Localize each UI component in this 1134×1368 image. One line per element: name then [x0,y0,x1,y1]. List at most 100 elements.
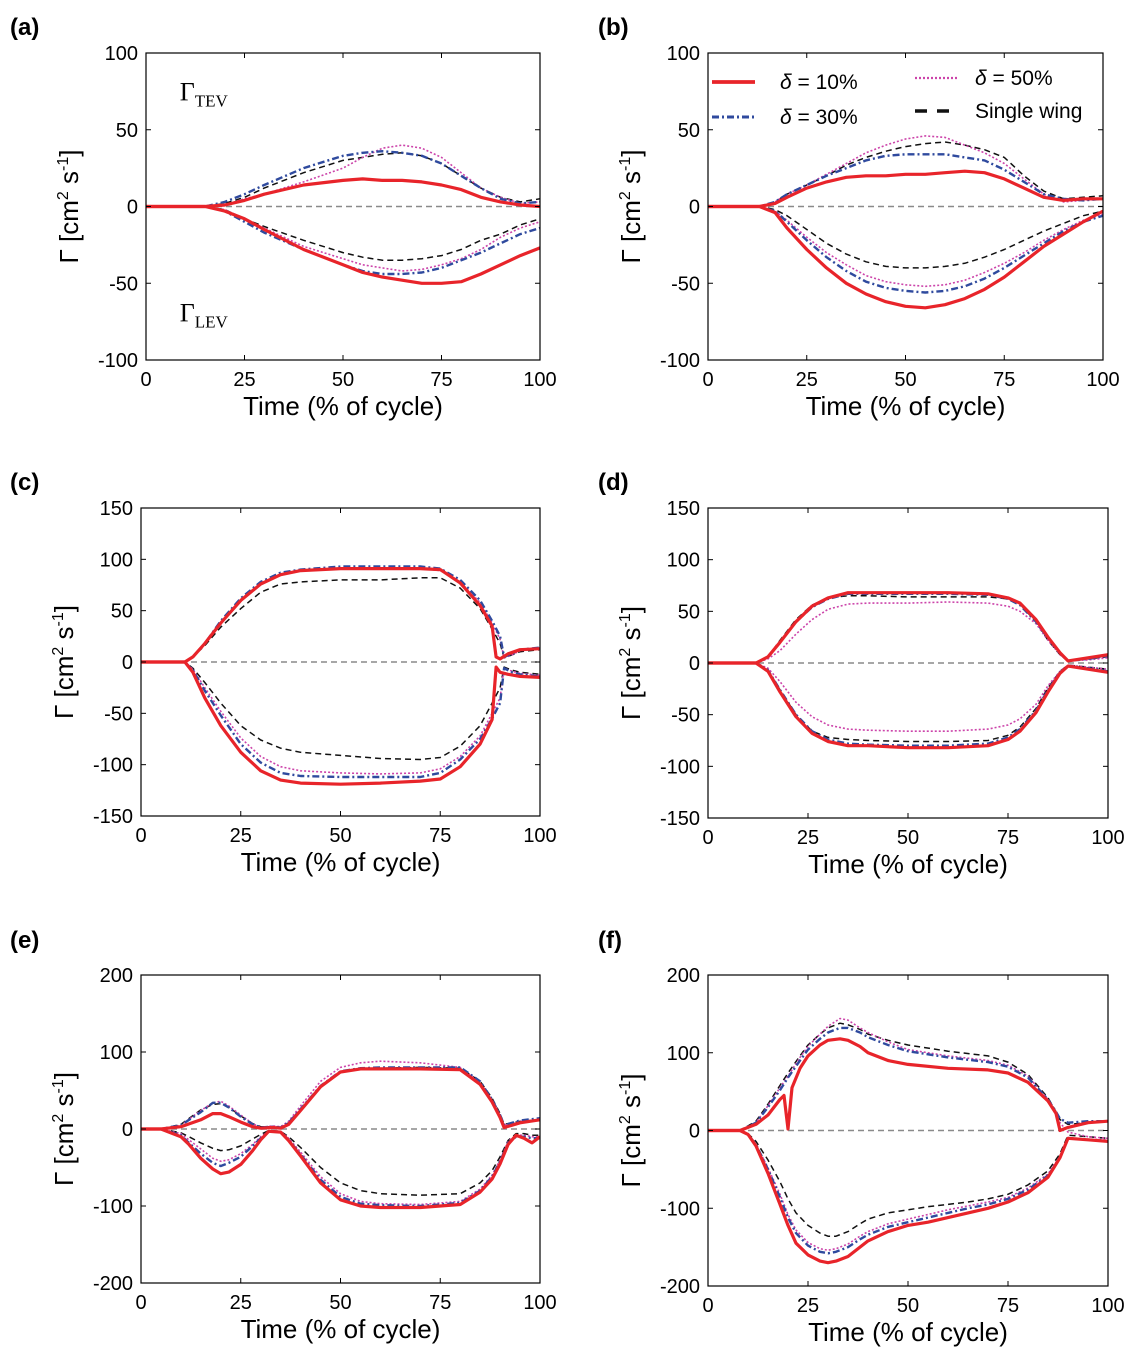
x-tick-label: 50 [332,369,354,391]
y-axis-label-part: Γ [cm [49,1123,79,1186]
x-tick-label: 25 [796,369,818,391]
panel-a: (a) 0 25 50 75 100 -100 -50 0 50 100 Time (% of cyc… [10,14,557,421]
series-line-s30 [146,149,540,208]
y-axis-label: Γ [cm2 s-1] [616,149,646,263]
series-group [708,591,1108,750]
series-line-s50 [708,601,1108,664]
y-tick-label: 50 [111,601,133,623]
y-axis-label-superscript: 2 [617,648,634,657]
legend-label: δ = 30% [780,106,858,129]
series-group [141,565,540,786]
y-axis-label-part: ] [54,149,84,156]
legend-text: = 50% [987,67,1053,90]
x-tick-label: 25 [230,1292,252,1314]
panel-e: (e) 0 25 50 75 100 -200 -100 0 100 200 Time (% of c… [10,927,557,1344]
y-tick-label: 100 [105,43,138,65]
series-line-s50 [708,662,1108,733]
series-group [708,1017,1108,1265]
series-line-s50 [708,1129,1108,1251]
x-tick-label: 25 [797,1295,819,1317]
y-tick-label: -50 [671,273,700,295]
x-tick-label: 25 [230,825,252,847]
series-line-single [708,662,1108,743]
series-line-s10 [708,1037,1108,1133]
y-tick-label: 50 [678,120,700,142]
x-tick-label: 0 [702,1295,713,1317]
y-tick-label: -100 [660,350,700,372]
legend-symbol: δ [780,71,792,94]
series-line-s50 [708,1017,1108,1140]
x-tick-label: 25 [233,369,255,391]
x-tick-label: 50 [894,369,916,391]
y-axis-label: Γ [cm2 s-1] [49,605,79,719]
series-line-s30 [708,592,1108,665]
panel-c: (c) 0 25 50 75 100 -150 -100 -50 0 50 100 150 Time (%… [10,469,557,877]
legend: δ = 10%δ = 30%δ = 50%Single wing [712,67,1082,129]
y-tick-label: 0 [689,653,700,675]
panel-d: (d) 0 25 50 75 100 -150 -100 -50 0 50 100 150 Time (%… [598,469,1125,879]
y-axis-label: Γ [cm2 s-1] [49,1072,79,1186]
legend-label: Single wing [975,100,1082,123]
y-tick-label: -100 [98,350,138,372]
x-tick-label: 75 [997,1295,1019,1317]
y-axis-label-superscript: -1 [50,612,67,626]
series-line-s10 [708,204,1103,310]
x-tick-label: 25 [797,827,819,849]
y-tick-label: 100 [667,43,700,65]
y-axis-label-superscript: 2 [50,1114,67,1123]
x-tick-label: 100 [523,1292,556,1314]
y-tick-label: -50 [671,705,700,727]
y-axis-label-part: s [616,627,646,647]
x-tick-label: 0 [702,369,713,391]
y-axis-label-part: Γ [cm [616,1124,646,1187]
x-tick-label: 100 [523,825,556,847]
y-axis-label-part: Γ [cm [54,200,84,263]
series-group [146,144,540,285]
y-axis-label-part: s [49,1093,79,1113]
series-line-s10 [708,661,1108,750]
y-tick-label: 200 [100,965,133,987]
series-line-s30 [708,1129,1108,1255]
x-axis-label: Time (% of cycle) [806,391,1006,421]
y-tick-label: -100 [93,755,133,777]
y-tick-label: -100 [93,1196,133,1218]
y-tick-label: 100 [100,549,133,571]
panel-label: (b) [598,14,629,41]
legend-label: δ = 50% [975,67,1053,90]
x-tick-label: 0 [702,827,713,849]
y-tick-label: 50 [116,120,138,142]
series-line-s30 [708,1026,1108,1132]
x-axis-label: Time (% of cycle) [241,847,441,877]
y-axis-label-superscript: 2 [55,191,72,200]
series-line-single [146,205,540,261]
y-axis-label-part: s [616,171,646,191]
series-line-s10 [141,1067,540,1131]
series-line-single [146,152,540,208]
y-tick-label: -200 [660,1276,700,1298]
y-tick-label: 0 [689,1121,700,1143]
panel-b: (b) 0 25 50 75 100 -100 -50 0 50 100 Time (% of cyc… [598,14,1120,421]
annotation: ΓLEV [180,299,229,332]
y-axis-label-part: Γ [cm [49,656,79,719]
y-tick-label: 150 [100,498,133,520]
panel-label: (e) [10,927,39,954]
series-line-s10 [708,169,1103,209]
y-axis-label-superscript: -1 [55,157,72,171]
y-tick-label: 150 [667,498,700,520]
x-tick-label: 75 [429,825,451,847]
y-axis-label-part: ] [49,1072,79,1079]
y-axis-label-superscript: 2 [50,647,67,656]
y-tick-label: 100 [100,1042,133,1064]
y-tick-label: 50 [678,601,700,623]
y-axis-label-superscript: 2 [617,191,634,200]
series-group [708,135,1103,310]
series-line-s10 [146,204,540,285]
y-axis-label-superscript: -1 [617,157,634,171]
x-tick-label: 0 [140,369,151,391]
legend-text: = 30% [792,106,858,129]
y-tick-label: 0 [122,652,133,674]
panel-label: (f) [598,927,622,954]
x-tick-label: 100 [1091,1295,1124,1317]
x-axis-label: Time (% of cycle) [241,1314,441,1344]
